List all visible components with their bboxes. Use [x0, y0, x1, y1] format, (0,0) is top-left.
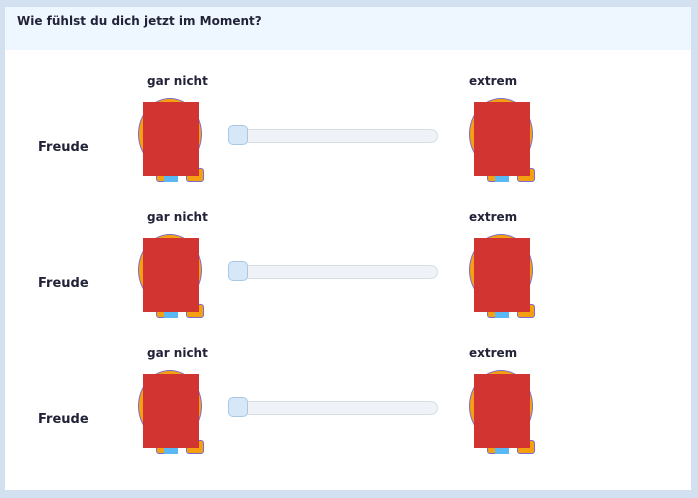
slider-track[interactable] [228, 265, 438, 279]
slider-row: gar nicht extrem Freude [5, 210, 691, 346]
slider-row: gar nicht extrem Freude [5, 346, 691, 482]
high-anchor-label: extrem [469, 74, 518, 88]
high-anchor-image [469, 370, 537, 454]
low-anchor-label: gar nicht [147, 74, 208, 88]
slider-thumb[interactable] [228, 125, 248, 145]
slider-track[interactable] [228, 401, 438, 415]
survey-panel: Wie fühlst du dich jetzt im Moment? gar … [5, 7, 691, 490]
slider-row: gar nicht extrem Freude [5, 74, 691, 210]
slider-thumb[interactable] [228, 261, 248, 281]
question-header: Wie fühlst du dich jetzt im Moment? [5, 7, 691, 50]
high-anchor-label: extrem [469, 346, 518, 360]
high-anchor-image [469, 234, 537, 318]
item-label: Freude [38, 276, 89, 291]
low-anchor-image [138, 98, 206, 182]
low-anchor-label: gar nicht [147, 210, 208, 224]
low-anchor-label: gar nicht [147, 346, 208, 360]
item-label: Freude [38, 140, 89, 155]
high-anchor-label: extrem [469, 210, 518, 224]
item-label: Freude [38, 412, 89, 427]
low-anchor-image [138, 234, 206, 318]
low-anchor-image [138, 370, 206, 454]
slider-thumb[interactable] [228, 397, 248, 417]
question-title: Wie fühlst du dich jetzt im Moment? [17, 14, 262, 28]
high-anchor-image [469, 98, 537, 182]
slider-track[interactable] [228, 129, 438, 143]
